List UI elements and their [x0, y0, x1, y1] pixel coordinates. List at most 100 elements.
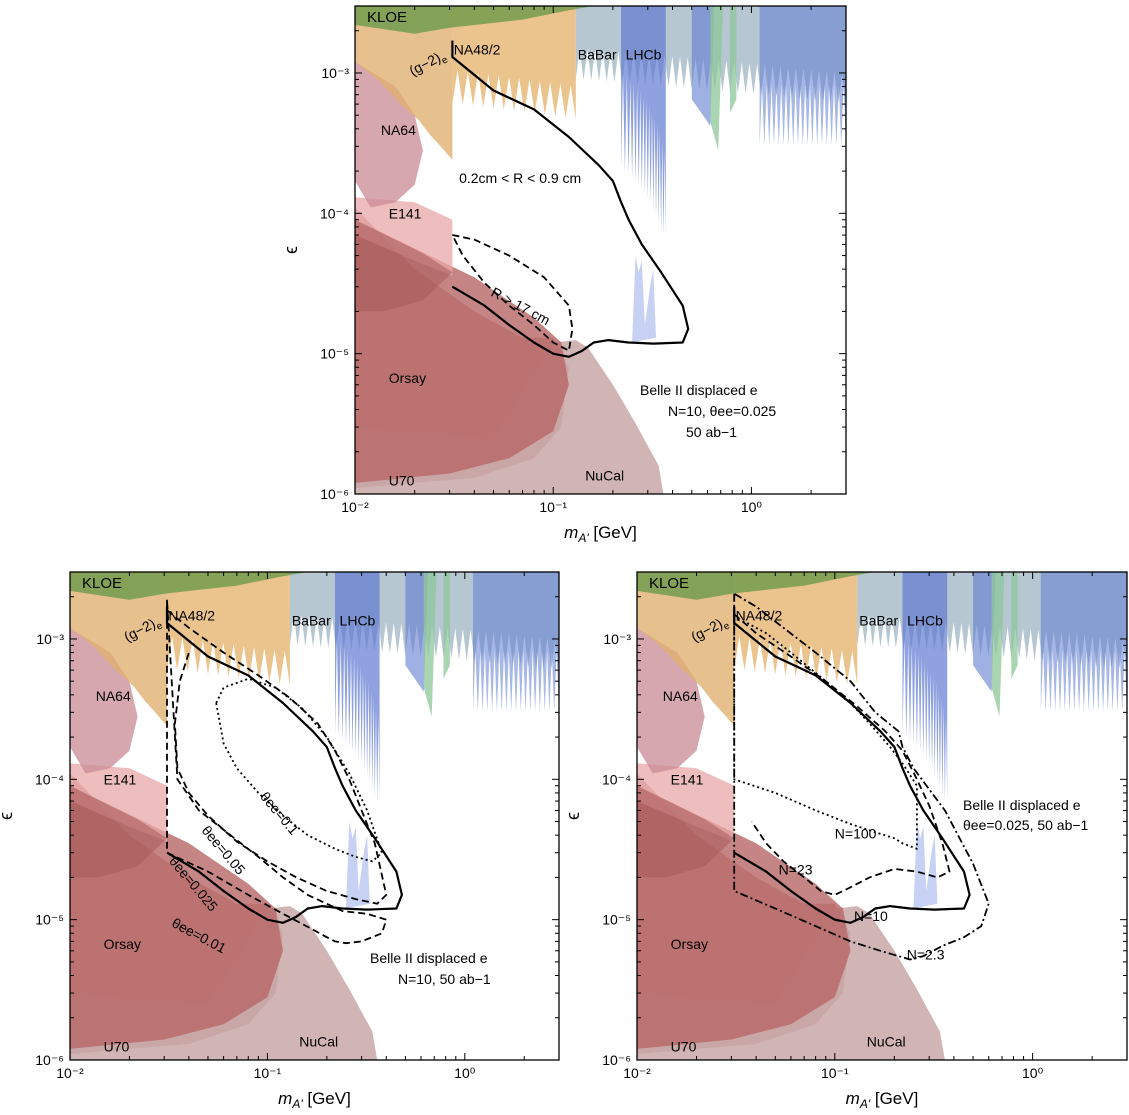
- plot-frame: [636, 571, 1128, 1061]
- lhcb-low-region: [632, 255, 656, 343]
- y-tick-label: 10⁻⁴: [35, 771, 64, 787]
- lhcb-label: LHCb: [626, 46, 662, 62]
- kloe-region: [355, 6, 594, 34]
- y-tick-label: 10⁻⁶: [602, 1052, 631, 1068]
- annotation-n100: N=100: [835, 825, 877, 841]
- green-strip-region: [991, 572, 1005, 717]
- na64-region: [355, 61, 423, 208]
- contour-R-17-cm: [451, 234, 574, 352]
- x-tick-label: 10⁻¹: [821, 1065, 849, 1081]
- na48-region: [167, 572, 290, 686]
- kloe-region: [637, 572, 876, 600]
- orsay-label: Orsay: [671, 936, 708, 952]
- x-tick-label: 10⁰: [454, 1065, 476, 1081]
- lhcb-strip-region: [973, 572, 996, 692]
- kloe-label: KLOE: [649, 575, 689, 592]
- contour--ee-0.1: [215, 677, 383, 863]
- legend-line: 50 ab−1: [686, 424, 737, 440]
- plot-frame: [69, 571, 560, 1061]
- contour-N-2.3: [733, 592, 990, 961]
- lhcb-strip-region: [405, 572, 428, 692]
- e141-core-region: [70, 785, 167, 878]
- na48-label: NA48/2: [454, 42, 501, 58]
- na64-label: NA64: [96, 688, 131, 704]
- x-axis-label: mA' [GeV]: [278, 1089, 351, 1111]
- y-axis-label: ϵ: [563, 812, 583, 820]
- nucal-label: NuCal: [299, 1033, 338, 1049]
- g2-region: [637, 572, 735, 726]
- y-tick-label: 10⁻⁵: [320, 346, 349, 362]
- legend-line: N=10, 50 ab−1: [398, 971, 491, 987]
- x-tick-label: 10⁻¹: [254, 1065, 282, 1081]
- u70-label: U70: [671, 1038, 697, 1054]
- contour-N-23: [733, 613, 951, 896]
- exclusion-regions: [70, 572, 559, 1060]
- y-tick-label: 10⁻³: [603, 631, 631, 647]
- g2-region: [70, 572, 167, 726]
- legend-line: Belle II displaced e: [370, 950, 488, 966]
- green-strip-region-2: [443, 572, 450, 679]
- y-tick-label: 10⁻³: [321, 65, 349, 81]
- contour--ee-0.01: [166, 599, 388, 945]
- e141-core-region: [637, 785, 735, 878]
- lhcb-region: [621, 6, 666, 235]
- exclusion-regions: [637, 572, 1127, 1060]
- legend-line: θee=0.025, 50 ab−1: [963, 817, 1089, 833]
- na48-region: [734, 572, 858, 686]
- u70-label: U70: [389, 472, 415, 488]
- na48-label: NA48/2: [736, 608, 783, 624]
- annotation-n2.3: N=2.3: [907, 947, 945, 963]
- e141-label: E141: [671, 771, 704, 787]
- annotation-theta-0.1: θee=0.1: [257, 788, 302, 838]
- y-axis-label: ϵ: [281, 246, 301, 254]
- g2-region: [355, 6, 453, 160]
- legend-line: Belle II displaced e: [640, 382, 758, 398]
- kloe-label: KLOE: [82, 575, 122, 592]
- plot-frame: [354, 5, 847, 495]
- na64-region: [637, 627, 705, 774]
- e141-label: E141: [104, 771, 137, 787]
- x-tick-label: 10⁰: [741, 499, 763, 515]
- nucal-label: NuCal: [867, 1033, 906, 1049]
- na48-label: NA48/2: [168, 608, 215, 624]
- x-tick-label: 10⁰: [1022, 1065, 1044, 1081]
- x-axis-label: mA' [GeV]: [846, 1089, 919, 1111]
- x-axis-label: mA' [GeV]: [564, 523, 637, 545]
- na64-label: NA64: [381, 122, 416, 138]
- green-strip-region: [423, 572, 437, 717]
- e141-region: [70, 763, 167, 842]
- contour-N-10: [733, 606, 971, 924]
- lhcb-region: [335, 572, 380, 801]
- green-strip-region-2: [730, 6, 737, 113]
- y-tick-label: 10⁻³: [36, 631, 64, 647]
- kloe-label: KLOE: [367, 9, 407, 26]
- y-tick-label: 10⁻⁵: [35, 912, 64, 928]
- lhcb-region-high: [1040, 572, 1127, 712]
- annotation-r-small: 0.2cm < R < 0.9 cm: [459, 170, 581, 186]
- orsay-label: Orsay: [104, 936, 141, 952]
- x-tick-label: 10⁻²: [341, 499, 369, 515]
- babar-label: BaBar: [578, 46, 617, 62]
- lhcb-label: LHCb: [340, 612, 376, 628]
- u70-label: U70: [104, 1038, 130, 1054]
- na64-region: [70, 627, 138, 774]
- contour--ee-0.025: [165, 606, 403, 924]
- legend-line: N=10, θee=0.025: [668, 403, 776, 419]
- green-strip-region-2: [1011, 572, 1018, 679]
- y-tick-label: 10⁻⁶: [35, 1052, 64, 1068]
- y-tick-label: 10⁻⁴: [602, 771, 631, 787]
- y-tick-label: 10⁻⁴: [320, 205, 349, 221]
- na64-label: NA64: [663, 688, 698, 704]
- e141-label: E141: [389, 205, 422, 221]
- lhcb-region-high: [473, 572, 559, 712]
- babar-label: BaBar: [859, 612, 898, 628]
- kloe-region: [70, 572, 308, 600]
- e141-region: [637, 763, 735, 842]
- lhcb-low-region: [346, 821, 370, 909]
- lhcb-label: LHCb: [907, 612, 943, 628]
- y-axis-label: ϵ: [0, 812, 16, 820]
- nucal-label: NuCal: [585, 467, 624, 483]
